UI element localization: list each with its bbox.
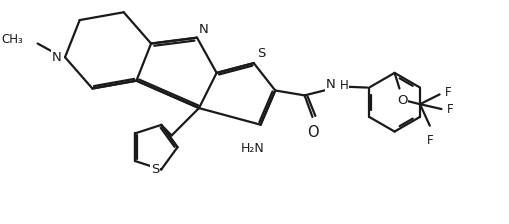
Text: F: F [427, 134, 433, 146]
Text: H: H [340, 79, 349, 92]
Text: O: O [397, 94, 408, 107]
Text: CH₃: CH₃ [1, 33, 23, 46]
Text: F: F [446, 103, 453, 116]
Text: S: S [257, 47, 265, 60]
Text: N: N [326, 78, 336, 91]
Text: F: F [444, 86, 451, 99]
Text: H₂N: H₂N [241, 142, 265, 155]
Text: O: O [307, 125, 319, 140]
Text: N: N [51, 51, 61, 64]
Text: N: N [199, 23, 209, 36]
Text: S: S [151, 163, 159, 176]
